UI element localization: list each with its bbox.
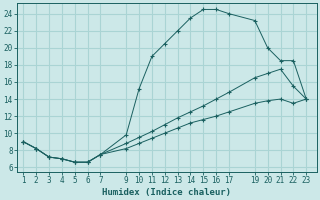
X-axis label: Humidex (Indice chaleur): Humidex (Indice chaleur) <box>102 188 231 197</box>
